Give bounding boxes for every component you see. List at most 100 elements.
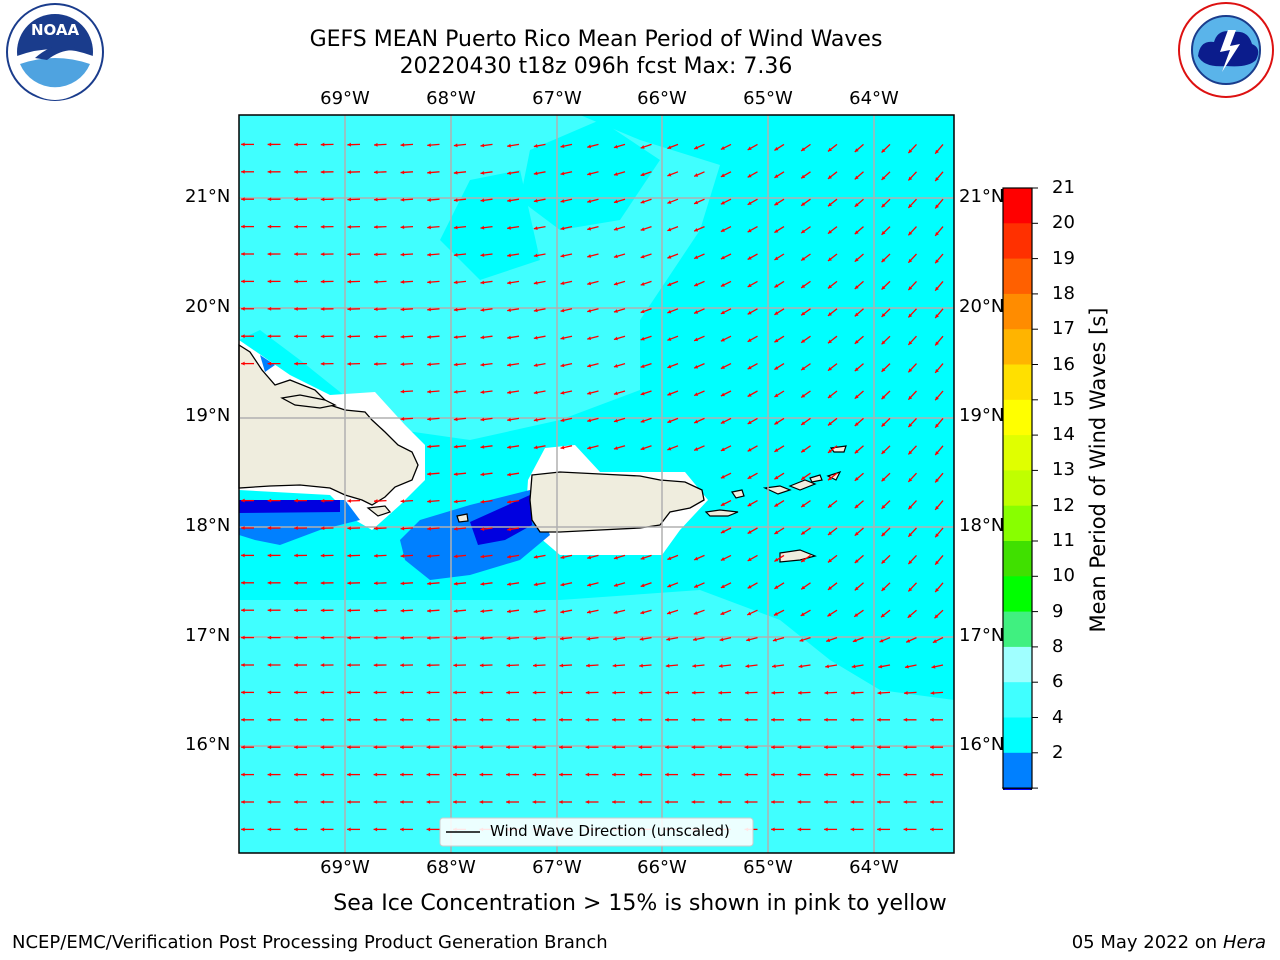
wind-wave-arrow-head [745, 664, 750, 668]
wind-wave-arrow-head [587, 226, 592, 231]
wind-wave-arrow-head [427, 389, 431, 394]
land-tortola [788, 479, 817, 491]
wind-wave-arrow-head [320, 717, 325, 722]
wind-wave-arrow-head [772, 637, 777, 642]
wind-wave-arrow-head [560, 609, 565, 614]
colorbar-tick-label: 9 [1052, 600, 1064, 622]
wind-wave-arrow-head [747, 283, 752, 287]
wind-wave-arrow-head [719, 637, 724, 642]
wind-wave-arrow-head [881, 367, 886, 372]
colorbar-cell [1003, 435, 1032, 471]
wind-wave-arrow-head [774, 503, 779, 507]
wind-wave-arrow-head [877, 745, 881, 750]
wind-wave-arrow-head [453, 472, 458, 477]
wind-wave-arrow-head [612, 745, 616, 750]
wind-wave-arrow-head [480, 253, 485, 257]
wind-wave-arrow-head [827, 312, 832, 316]
wind-wave-arrow-head [347, 526, 351, 531]
wind-wave-arrow-head [879, 638, 884, 643]
wind-wave-arrow-head [747, 173, 752, 178]
wind-wave-arrow-head [694, 556, 699, 561]
wind-wave-arrow-head [294, 690, 298, 695]
wind-wave-arrow-head [294, 224, 298, 229]
wind-wave-arrow-head [267, 252, 272, 256]
wind-wave-arrow-head [774, 557, 779, 562]
wind-wave-arrow-head [720, 146, 725, 150]
wind-wave-arrow-head [854, 559, 859, 563]
wind-wave-arrow-head [825, 664, 829, 669]
wind-wave-arrow-head [587, 391, 592, 395]
wind-wave-arrow-head [533, 636, 537, 641]
wind-wave-arrow-head [667, 392, 672, 396]
wind-wave-arrow-head [507, 280, 511, 285]
wind-wave-arrow-head [667, 556, 672, 561]
wind-wave-arrow-head [801, 448, 806, 453]
wind-wave-arrow-head [694, 337, 699, 342]
title-line-2: 20220430 t18z 096h fcst Max: 7.36 [399, 54, 793, 79]
wind-wave-arrow-head [827, 147, 832, 152]
wind-wave-arrow-head [693, 611, 698, 615]
wind-wave-arrow-head [453, 198, 458, 203]
wind-wave-arrow-head [426, 827, 431, 832]
wind-wave-arrows [241, 142, 944, 832]
wind-wave-arrow-head [881, 340, 886, 345]
wind-wave-arrow-head [506, 800, 510, 804]
wind-wave-arrow-head [587, 582, 592, 587]
wind-wave-arrow-head [427, 499, 431, 504]
wind-wave-arrow-head [935, 533, 939, 538]
wind-wave-arrow-head [427, 252, 431, 257]
wind-wave-arrow-head [453, 745, 457, 750]
wind-wave-arrow-head [453, 690, 457, 695]
wind-wave-arrow-head [533, 253, 538, 258]
wind-wave-arrow-head [400, 690, 404, 695]
wind-wave-arrow-head [453, 225, 458, 230]
wind-wave-arrow-head [771, 690, 776, 695]
wind-wave-arrow-head [533, 663, 537, 668]
wind-wave-arrow-head [267, 553, 272, 558]
wind-wave-arrow-head [507, 527, 511, 532]
wind-wave-arrow-head [587, 555, 592, 560]
wind-wave-arrow-head [320, 553, 325, 558]
wind-wave-arrow-head [935, 396, 939, 401]
wind-wave-arrow-head [453, 609, 458, 613]
wind-wave-arrow-head [801, 229, 806, 234]
wind-wave-arrow-head [797, 717, 802, 722]
wind-wave-arrow-head [747, 447, 752, 452]
wind-wave-arrow-head [797, 745, 802, 750]
wind-wave-arrow-head [427, 362, 431, 367]
wind-wave-arrow-head [373, 690, 378, 695]
wind-wave-arrow-head [587, 171, 592, 176]
wave-region-2-mona [470, 495, 532, 545]
colorbar-cell [1003, 682, 1032, 718]
wind-wave-arrow-head [694, 145, 699, 150]
wind-wave-arrow-head [480, 554, 485, 559]
wind-wave-arrow-head [935, 314, 939, 319]
land-culebra [731, 489, 745, 499]
wind-wave-arrow-head [638, 800, 643, 804]
wind-wave-arrow-head [774, 366, 779, 370]
wind-wave-arrow-head [294, 279, 298, 284]
wind-wave-arrow-head [851, 664, 856, 669]
wind-wave-arrow-head [426, 636, 431, 640]
wind-wave-arrow-head [797, 690, 802, 695]
wind-wave-arrow-head [908, 313, 913, 318]
wind-wave-arrow-head [320, 498, 325, 503]
wind-wave-arrow-head [881, 313, 886, 317]
wind-wave-arrow-head [453, 335, 458, 340]
wind-wave-arrow-head [613, 391, 618, 396]
wind-wave-arrow-head [744, 800, 749, 804]
wind-wave-arrow-head [267, 580, 272, 585]
wind-wave-arrow-head [400, 772, 404, 777]
wind-wave-arrow-head [694, 255, 699, 259]
wind-wave-arrow-head [774, 338, 779, 343]
wind-wave-arrow-head [347, 772, 351, 777]
wind-wave-arrow-head [347, 197, 351, 202]
colorbar [1002, 187, 1038, 790]
wind-wave-arrow-head [665, 772, 669, 777]
wind-wave-arrow-head [801, 503, 806, 508]
wind-wave-arrow-head [373, 279, 378, 284]
wind-wave-arrow-head [935, 368, 939, 373]
wind-wave-arrow-head [373, 499, 378, 503]
wind-wave-arrow-head [559, 717, 563, 722]
wind-wave-arrow-head [935, 204, 939, 209]
